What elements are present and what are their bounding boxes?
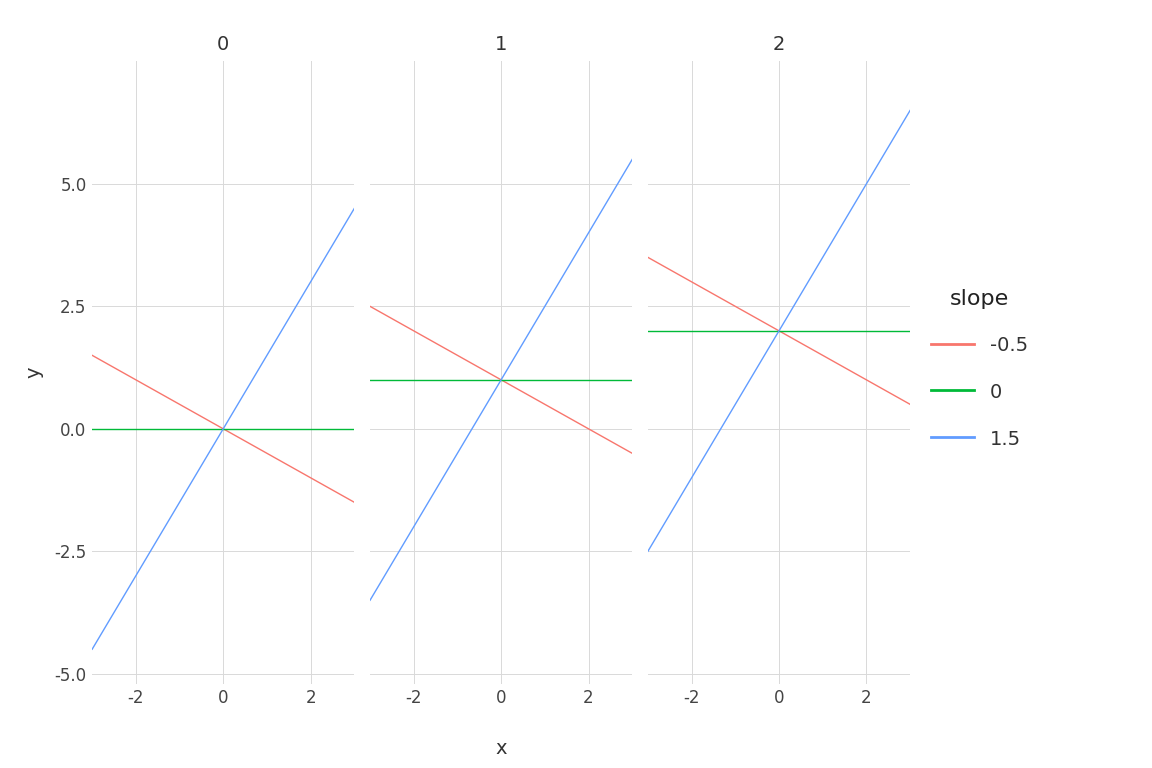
- Text: x: x: [495, 740, 507, 758]
- Y-axis label: y: y: [24, 367, 44, 378]
- Title: 1: 1: [495, 35, 507, 55]
- Legend: -0.5, 0, 1.5: -0.5, 0, 1.5: [931, 289, 1028, 449]
- Title: 0: 0: [217, 35, 229, 55]
- Title: 2: 2: [773, 35, 786, 55]
